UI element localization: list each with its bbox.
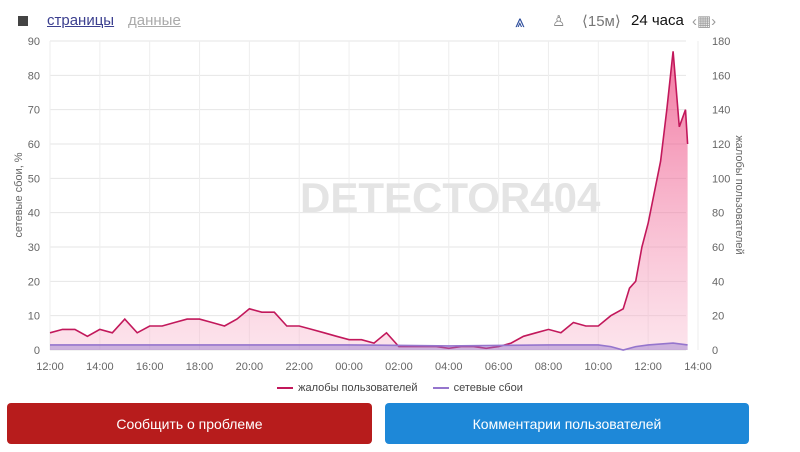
x-tick: 18:00	[186, 361, 214, 373]
network-line	[50, 342, 688, 351]
x-tick: 14:00	[684, 361, 712, 373]
user-comments-button[interactable]: Комментарии пользователей	[385, 403, 749, 444]
tab-data[interactable]: данные	[128, 12, 181, 29]
y-left-tick: 0	[34, 345, 40, 357]
camera-icon[interactable]	[18, 16, 28, 26]
y-right-label: жалобы пользователей	[733, 135, 745, 254]
x-tick: 12:00	[634, 361, 662, 373]
y-left-tick: 80	[28, 70, 40, 82]
report-problem-button[interactable]: Сообщить о проблеме	[7, 403, 372, 444]
x-tick: 16:00	[136, 361, 164, 373]
x-tick: 04:00	[435, 361, 463, 373]
y-left-tick: 40	[28, 208, 40, 220]
x-tick: 20:00	[236, 361, 264, 373]
y-left-tick: 70	[28, 105, 40, 117]
y-left-tick: 20	[28, 276, 40, 288]
x-tick: 02:00	[385, 361, 413, 373]
x-tick: 06:00	[485, 361, 513, 373]
x-tick: 10:00	[585, 361, 613, 373]
chart-icon[interactable]: ⩓	[515, 12, 525, 31]
legend: жалобы пользователей сетевые сбои	[0, 382, 800, 394]
y-right-tick: 160	[712, 70, 730, 82]
watermark: DETECTOR404	[300, 174, 601, 221]
x-tick: 00:00	[335, 361, 363, 373]
chart: 0 0 10 20 20 40 30 60 40 80 50 100 60 120 70 140 80 160 90…	[13, 36, 745, 373]
x-tick: 14:00	[86, 361, 114, 373]
range-label[interactable]: 24 часа	[631, 12, 684, 29]
legend-network[interactable]: сетевые сбои	[432, 382, 523, 394]
y-left-tick: 60	[28, 139, 40, 151]
y-left-tick: 10	[28, 311, 40, 323]
y-left-tick: 90	[28, 36, 40, 48]
y-right-tick: 80	[712, 208, 724, 220]
toolbar: страницы данные ⩓ ♙ ⟨15м⟩ 24 часа ‹▦›	[0, 8, 800, 34]
y-right-tick: 100	[712, 173, 730, 185]
network-area	[50, 343, 688, 350]
y-right-tick: 40	[712, 276, 724, 288]
calendar-icon[interactable]: ‹▦›	[692, 13, 717, 30]
y-right-tick: 60	[712, 242, 724, 254]
y-right-tick: 0	[712, 345, 718, 357]
user-icon[interactable]: ♙	[552, 13, 566, 30]
y-left-tick: 30	[28, 242, 40, 254]
y-right-tick: 20	[712, 311, 724, 323]
y-right-tick: 140	[712, 105, 730, 117]
x-tick: 12:00	[36, 361, 64, 373]
interval-selector[interactable]: ⟨15м⟩	[582, 13, 621, 30]
y-right-tick: 120	[712, 139, 730, 151]
y-right-tick: 180	[712, 36, 730, 48]
y-left-label: сетевые сбои, %	[13, 152, 25, 237]
tab-pages[interactable]: страницы	[47, 12, 115, 29]
x-tick: 08:00	[535, 361, 563, 373]
legend-complaints[interactable]: жалобы пользователей	[277, 382, 418, 394]
complaints-line	[49, 51, 689, 350]
y-left-tick: 50	[28, 173, 40, 185]
complaints-area	[50, 51, 688, 351]
x-tick: 22:00	[285, 361, 313, 373]
